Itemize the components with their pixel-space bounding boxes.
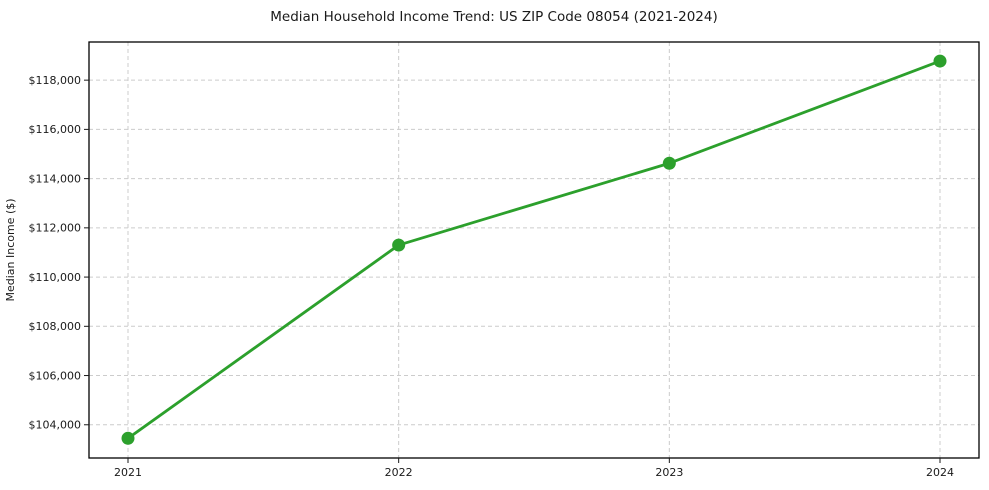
x-tick-label: 2022 bbox=[385, 466, 413, 479]
chart-title: Median Household Income Trend: US ZIP Co… bbox=[270, 9, 718, 25]
data-point bbox=[392, 238, 406, 252]
y-tick-label: $104,000 bbox=[29, 419, 82, 432]
x-tick-label: 2024 bbox=[926, 466, 954, 479]
plot-border bbox=[88, 41, 980, 459]
x-tick-label: 2023 bbox=[655, 466, 683, 479]
y-axis-label: Median Income ($) bbox=[4, 198, 17, 301]
y-tick-label: $110,000 bbox=[29, 271, 82, 284]
x-tick-label: 2021 bbox=[114, 466, 142, 479]
data-point bbox=[933, 54, 947, 68]
data-point bbox=[121, 431, 135, 445]
data-point bbox=[662, 156, 676, 170]
y-tick-label: $118,000 bbox=[29, 74, 82, 87]
grid-layer bbox=[89, 42, 979, 458]
y-tick-label: $116,000 bbox=[29, 123, 82, 136]
y-tick-label: $112,000 bbox=[29, 222, 82, 235]
data-layer bbox=[121, 54, 947, 445]
y-tick-label: $108,000 bbox=[29, 320, 82, 333]
y-tick-label: $114,000 bbox=[29, 172, 82, 185]
y-tick-label: $106,000 bbox=[29, 369, 82, 382]
trend-line bbox=[126, 59, 942, 440]
tick-layer: $104,000 $106,000 $108,000 $110,000 $112,000… bbox=[29, 74, 955, 479]
